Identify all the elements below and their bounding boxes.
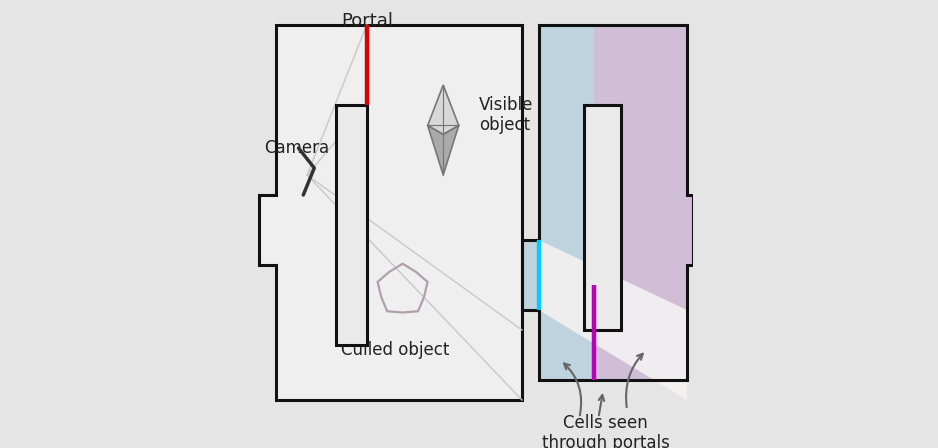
Text: Cells seen
through portals: Cells seen through portals	[541, 414, 670, 448]
Polygon shape	[522, 25, 594, 380]
Polygon shape	[538, 240, 687, 400]
Text: Portal: Portal	[340, 12, 393, 30]
Text: Culled object: Culled object	[341, 341, 449, 359]
Polygon shape	[594, 25, 693, 380]
Polygon shape	[428, 125, 459, 175]
Text: Visible
object: Visible object	[479, 95, 534, 134]
Bar	[584, 105, 621, 330]
Bar	[336, 105, 367, 345]
Polygon shape	[428, 85, 459, 134]
Text: Camera: Camera	[265, 139, 329, 157]
Polygon shape	[307, 25, 522, 400]
Polygon shape	[259, 25, 522, 400]
